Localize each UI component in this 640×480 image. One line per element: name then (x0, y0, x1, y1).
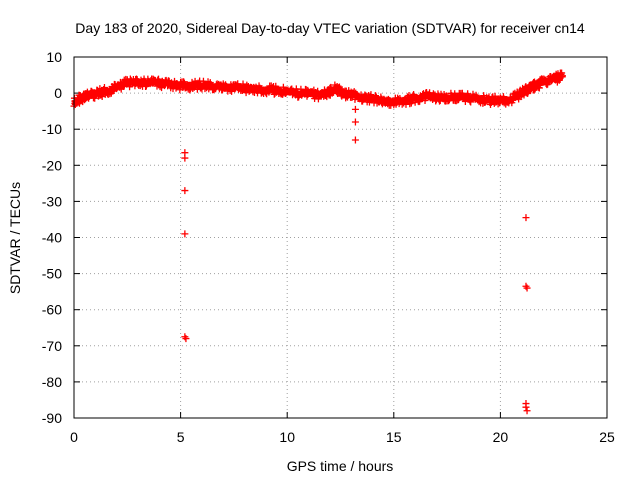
x-axis-label: GPS time / hours (287, 458, 394, 474)
data-point-marker (467, 98, 475, 106)
y-tick-label: -40 (42, 230, 62, 246)
y-tick-label: -10 (42, 121, 62, 137)
plot-frame (73, 56, 608, 419)
y-axis-label: SDTVAR / TECUs (7, 182, 23, 294)
data-point-marker (239, 80, 247, 88)
data-point-marker (181, 154, 189, 162)
data-point-marker (351, 105, 359, 113)
y-tick-label: 10 (46, 49, 62, 65)
y-tick-labels: 10 0 -10 -20 -30 -40 -50 -60 -70 -80 -90 (42, 49, 62, 426)
data-point-marker (181, 230, 189, 238)
y-tick-label: 0 (54, 85, 62, 101)
data-point-marker (522, 403, 530, 411)
x-tick-label: 10 (279, 429, 295, 445)
x-tick-label: 0 (70, 429, 78, 445)
data-point-marker (96, 85, 104, 93)
data-point-marker (269, 84, 277, 92)
y-tick-label: -50 (42, 266, 62, 282)
y-tick-label: -60 (42, 302, 62, 318)
data-markers (70, 69, 566, 415)
y-tick-label: -70 (42, 338, 62, 354)
data-point-marker (523, 407, 531, 415)
data-point-marker (558, 73, 566, 81)
y-tick-label: -90 (42, 410, 62, 426)
data-point-marker (182, 335, 190, 343)
data-point-marker (351, 118, 359, 126)
data-point-marker (351, 136, 359, 144)
x-tick-label: 5 (177, 429, 185, 445)
y-tick-label: -30 (42, 193, 62, 209)
data-point-marker (523, 284, 531, 292)
data-point-marker (522, 214, 530, 222)
x-tick-labels: 0 5 10 15 20 25 (70, 429, 615, 445)
y-tick-label: -20 (42, 157, 62, 173)
chart-title: Day 183 of 2020, Sidereal Day-to-day VTE… (75, 20, 585, 36)
x-tick-label: 15 (386, 429, 402, 445)
data-point-marker (181, 187, 189, 195)
x-tick-label: 20 (493, 429, 509, 445)
x-tick-label: 25 (599, 429, 615, 445)
y-tick-label: -80 (42, 374, 62, 390)
